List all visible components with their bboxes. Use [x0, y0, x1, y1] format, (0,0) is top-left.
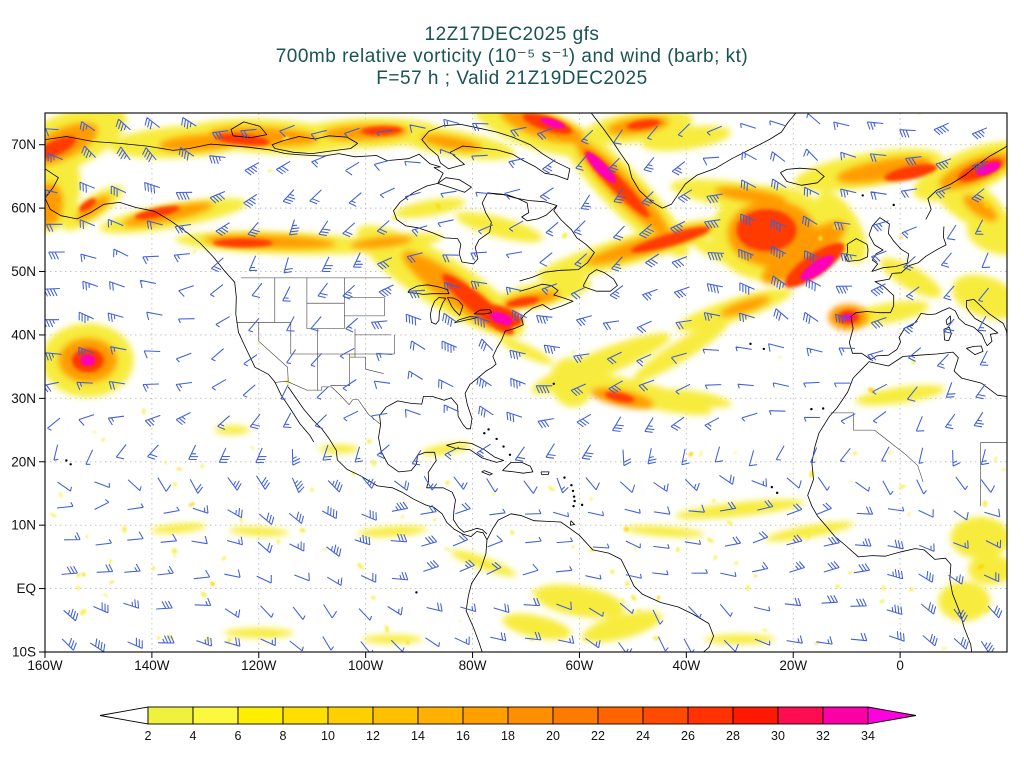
colorbar-cell	[822, 706, 869, 725]
colorbar-label: 26	[681, 729, 695, 743]
lat-tick-label: 50N	[11, 264, 36, 279]
lon-tick-label: 140W	[134, 658, 170, 673]
vorticity-speckles	[49, 113, 1006, 651]
colorbar-cell	[237, 706, 284, 725]
political-border-layer	[236, 277, 1007, 507]
wind-barb-layer	[45, 113, 1003, 652]
title-model-run: 12Z17DEC2025 gfs	[424, 24, 600, 45]
colorbar-label: 34	[861, 729, 875, 743]
colorbar-label: 28	[726, 729, 740, 743]
colorbar-right-arrow	[867, 706, 917, 725]
colorbar-cell	[192, 706, 239, 725]
map-frame	[44, 112, 1008, 653]
lon-tick-label: 20W	[779, 658, 807, 673]
colorbar-cell	[462, 706, 509, 725]
lat-tick-label: 10N	[11, 518, 36, 533]
lon-tick-label: 40W	[672, 658, 700, 673]
colorbar-cell	[417, 706, 464, 725]
colorbar-cell	[642, 706, 689, 725]
colorbar-label: 16	[456, 729, 470, 743]
colorbar-cell	[552, 706, 599, 725]
lon-tick-label: 100W	[348, 658, 384, 673]
title-field: 700mb relative vorticity (10⁻⁵ s⁻¹) and …	[275, 46, 749, 67]
colorbar-cell	[147, 706, 194, 725]
island-dots	[65, 194, 895, 594]
colorbar-cell	[687, 706, 734, 725]
colorbar-label: 32	[816, 729, 830, 743]
lat-tick-label: 40N	[11, 327, 36, 342]
colorbar: 2 4 6 8 10 12 14 16 18 20 22 24 26 28 30 32 34	[99, 706, 917, 743]
colorbar-cell	[597, 706, 644, 725]
colorbar-label: 2	[145, 729, 152, 743]
colorbar-label: 14	[411, 729, 425, 743]
lon-tick-label: 0	[896, 658, 904, 673]
colorbar-label: 18	[501, 729, 515, 743]
colorbar-cell	[327, 706, 374, 725]
lon-tick-label: 80W	[459, 658, 487, 673]
chart-titles: 12Z17DEC2025 gfs 700mb relative vorticit…	[0, 24, 1024, 90]
lon-tick-label: 60W	[566, 658, 594, 673]
colorbar-label: 30	[771, 729, 785, 743]
colorbar-label: 4	[190, 729, 197, 743]
vorticity-level-m	[80, 117, 1001, 366]
colorbar-cell	[777, 706, 824, 725]
colorbar-label: 10	[321, 729, 335, 743]
colorbar-label: 8	[280, 729, 287, 743]
colorbar-label: 22	[591, 729, 605, 743]
lat-tick-label: 20N	[11, 454, 36, 469]
lon-tick-label: 160W	[27, 658, 63, 673]
colorbar-label: 20	[546, 729, 560, 743]
lat-tick-label: 30N	[11, 391, 36, 406]
colorbar-cell	[732, 706, 779, 725]
colorbar-label: 6	[235, 729, 242, 743]
lat-tick-label: 70N	[11, 137, 36, 152]
vorticity-layer	[45, 113, 1007, 651]
colorbar-cell	[507, 706, 554, 725]
colorbar-left-arrow	[99, 706, 149, 725]
lat-tick-label: 60N	[11, 201, 36, 216]
axis-ticks	[39, 144, 901, 658]
colorbar-label: 24	[636, 729, 650, 743]
title-valid: F=57 h ; Valid 21Z19DEC2025	[376, 68, 648, 89]
colorbar-cell	[372, 706, 419, 725]
colorbar-cell	[282, 706, 329, 725]
lat-tick-label: EQ	[16, 581, 36, 596]
lat-tick-label: 10S	[12, 645, 36, 660]
colorbar-label: 12	[366, 729, 380, 743]
lon-tick-label: 120W	[241, 658, 277, 673]
